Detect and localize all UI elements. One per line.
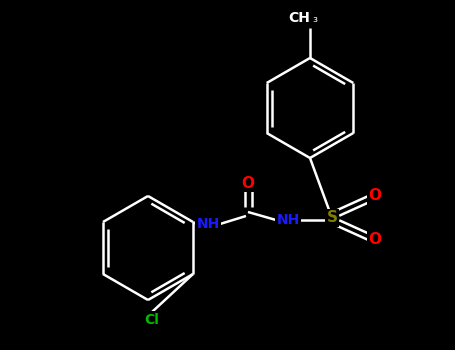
Text: O: O	[369, 232, 381, 247]
Text: S: S	[327, 210, 338, 225]
Text: NH: NH	[197, 217, 220, 231]
Text: O: O	[369, 189, 381, 203]
Text: O: O	[242, 175, 254, 190]
Text: Cl: Cl	[145, 313, 159, 327]
Text: CH: CH	[288, 11, 310, 25]
Text: ₃: ₃	[312, 12, 317, 25]
Text: NH: NH	[276, 213, 300, 227]
